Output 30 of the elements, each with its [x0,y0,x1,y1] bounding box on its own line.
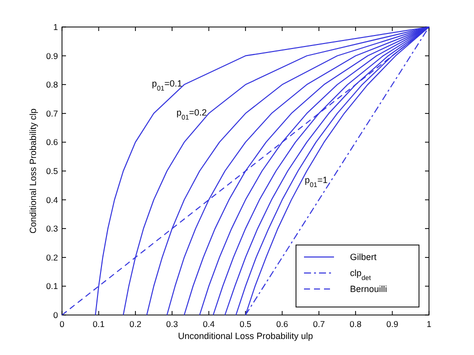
x-tick-label: 0.3 [166,319,178,329]
x-tick-label: 0.6 [276,319,288,329]
annotation: p$_{01}$=0.1 [152,78,182,92]
x-tick-label: 0.2 [129,319,142,329]
legend-label: Bernouilli [350,284,388,294]
x-axis-title: Unconditional Loss Probability ulp [178,331,314,341]
y-tick-label: 0.4 [46,194,58,205]
y-tick-label: 0.9 [46,50,58,61]
x-tick-label: 1 [426,319,432,329]
y-tick-label: 0.8 [46,80,58,90]
y-tick-label: 0.7 [46,108,58,118]
legend-label: Gilbert [350,252,378,262]
y-tick-label: 0.5 [46,166,58,176]
annotation: p$_{01}$=0.2 [176,107,207,121]
y-tick-label: 0 [53,310,58,320]
y-tick-label: 1 [53,22,58,32]
x-tick-label: 0.9 [386,319,398,329]
annotation: p$_{01}$=1 [304,175,328,188]
y-tick-label: 0.3 [46,224,58,234]
x-tick-label: 0.1 [92,319,105,329]
x-tick-label: 0.7 [312,319,326,329]
x-tick-label: 0.8 [350,319,362,329]
x-tick-label: 0.5 [240,319,252,329]
y-tick-label: 0.6 [46,137,58,148]
legend-label: clp$_{det}$ [350,268,372,282]
y-tick-label: 0.2 [46,252,58,262]
x-tick-label: 0 [60,319,65,329]
x-tick-label: 0.4 [202,319,215,329]
y-tick-label: 0.1 [46,281,58,292]
y-axis-title: Conditional Loss Probability clp [28,108,38,234]
